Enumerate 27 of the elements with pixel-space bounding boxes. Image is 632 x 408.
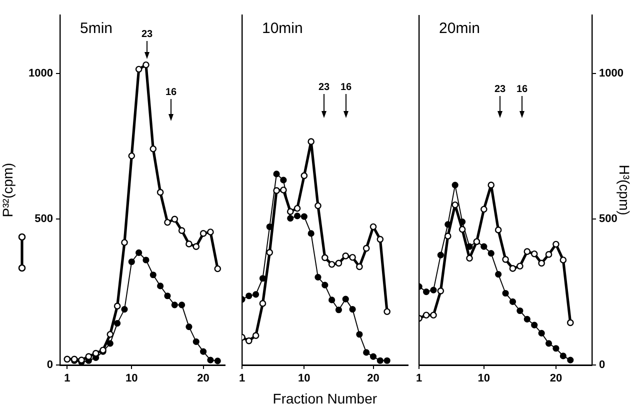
y-axis-title: P³²(cpm) <box>0 162 16 218</box>
annotation: 23 <box>318 82 330 93</box>
y2-tick-label: 500 <box>599 213 618 226</box>
y2-tick-label: 0 <box>599 359 606 372</box>
annotation: 23 <box>494 84 506 95</box>
chart-title: 20min <box>439 20 480 38</box>
x-tick-label: 1 <box>416 372 422 385</box>
x-tick-label: 1 <box>238 372 246 385</box>
x-tick-label: 10 <box>478 372 490 385</box>
annotation: 16 <box>516 84 528 95</box>
x-tick-label: 1 <box>64 372 70 385</box>
y-tick-label: 1000 <box>28 67 53 80</box>
chart-title: 5min <box>80 20 113 38</box>
y-tick-label: 500 <box>34 213 53 226</box>
y-tick-label: 0 <box>46 359 53 372</box>
x-tick-label: 20 <box>550 372 562 385</box>
x-tick-label: 20 <box>197 372 210 385</box>
chart-title: 10min <box>262 20 303 38</box>
annotation: 16 <box>340 82 352 93</box>
x-tick-label: 10 <box>126 372 138 385</box>
x-axis-title: Fraction Number <box>272 390 378 406</box>
x-tick-label: 10 <box>298 372 310 385</box>
annotation: 23 <box>141 28 153 40</box>
y2-axis-title: H³(cpm) <box>616 164 632 216</box>
x-tick-label: 20 <box>367 372 380 385</box>
y2-tick-label: 1000 <box>599 67 624 80</box>
annotation: 16 <box>165 86 177 98</box>
